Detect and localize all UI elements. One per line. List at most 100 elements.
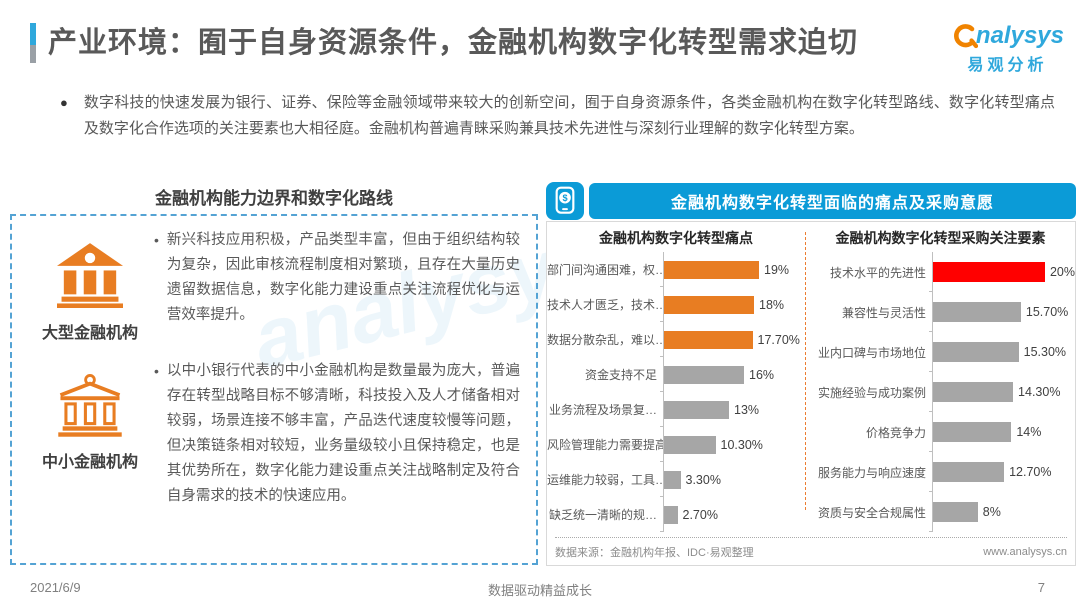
footer-date: 2021/6/9	[30, 580, 81, 595]
bar-row: 技术水平的先进性 20%	[806, 252, 1075, 292]
bar-category-label: 资质与安全合规属性	[817, 505, 926, 520]
page-title: 产业环境：囿于自身资源条件，金融机构数字化转型需求迫切	[48, 27, 859, 59]
bar	[932, 302, 1021, 322]
bar-track: 14.30%	[928, 372, 1075, 412]
website-text: www.analysys.cn	[983, 546, 1067, 558]
bar-value: 14.30%	[1018, 385, 1061, 399]
bar	[932, 462, 1005, 482]
analysys-logo: nalysys 易观分析	[951, 20, 1064, 75]
data-source-text: 数据来源：金融机构年报、IDC·易观整理	[555, 547, 754, 559]
bar-row: 业务流程及场景复… 13%	[547, 392, 805, 427]
bullet-marker: •	[154, 363, 159, 379]
bar-row: 技术人才匮乏，技术… 18%	[547, 287, 805, 322]
slide-footer: 2021/6/9 数据驱动精益成长 7	[30, 580, 1050, 598]
footer-page-number: 7	[1037, 580, 1045, 595]
charts-row: 金融机构数字化转型痛点 部门间沟通困难，权… 19% 技术人才匮乏，技术… 18% 数据…	[547, 222, 1075, 534]
chart-purchase-factors: 金融机构数字化转型采购关注要素 技术水平的先进性 20% 兼容性与灵活性 15.70%…	[806, 222, 1075, 534]
bar	[664, 435, 716, 454]
bar-row: 兼容性与灵活性 15.70%	[806, 292, 1075, 332]
bar-track: 14%	[928, 412, 1075, 452]
bar-track: 17.70%	[660, 322, 805, 357]
bar-row: 缺乏统一清晰的规… 2.70%	[547, 497, 805, 532]
bar-row: 业内口碑与市场地位 15.30%	[806, 332, 1075, 372]
bar-track: 15.70%	[928, 292, 1075, 332]
bar-category-label: 价格竞争力	[865, 425, 926, 440]
bar-category-label: 运维能力较弱，工具…	[547, 473, 663, 487]
chart-title: 金融机构数字化转型采购关注要素	[835, 230, 1046, 246]
intro-bullet-marker: ●	[60, 95, 68, 110]
org-description: • 新兴科技应用积极，产品类型丰富，但由于组织结构较为复杂，因此审核流程制度相对…	[154, 228, 526, 328]
bar-row: 服务能力与响应速度 12.70%	[806, 452, 1075, 492]
org-icon-column: 大型金融机构	[26, 228, 154, 343]
svg-text:$: $	[562, 193, 567, 203]
left-panel-box: 大型金融机构 • 新兴科技应用积极，产品类型丰富，但由于组织结构较为复杂，因此审…	[10, 214, 538, 565]
bar-value: 17.70%	[757, 332, 800, 347]
bar-track: 18%	[660, 287, 805, 322]
bar-track: 20%	[928, 252, 1075, 292]
bar	[932, 502, 978, 522]
intro-text: 数字科技的快速发展为银行、证券、保险等金融领域带来较大的创新空间，囿于自身资源条…	[83, 94, 1055, 137]
bar-track: 15.30%	[928, 332, 1075, 372]
bank-filled-icon	[53, 242, 127, 313]
bar	[664, 295, 754, 314]
bar-value: 12.70%	[1009, 465, 1052, 479]
bar-chart: 技术水平的先进性 20% 兼容性与灵活性 15.70% 业内口碑与市场地位 15.30% 实…	[806, 252, 1075, 532]
bar-row: 风险管理能力需要提高 10.30%	[547, 427, 805, 462]
bar-value: 10.30%	[720, 437, 763, 452]
org-row-small-institution: 中小金融机构 • 以中小银行代表的中小金融机构是数量最为庞大，普遍存在转型战略目…	[26, 359, 526, 509]
bar-category-label: 业内口碑与市场地位	[817, 345, 926, 360]
charts-box: 金融机构数字化转型痛点 部门间沟通困难，权… 19% 技术人才匮乏，技术… 18% 数据…	[546, 221, 1076, 566]
bar-value: 19%	[764, 262, 790, 277]
bar-track: 10.30%	[660, 427, 805, 462]
bar-track: 8%	[928, 492, 1075, 532]
logo-cn-text: 易观分析	[967, 57, 1048, 74]
bar-row: 价格竞争力 14%	[806, 412, 1075, 452]
bar	[664, 330, 753, 349]
bar-value: 15.30%	[1023, 345, 1067, 359]
intro-paragraph: ● 数字科技的快速发展为银行、证券、保险等金融领域带来较大的创新空间，囿于自身资…	[60, 90, 1055, 142]
right-panel-title-bar: 金融机构数字化转型面临的痛点及采购意愿	[589, 183, 1076, 219]
chart-pain-points: 金融机构数字化转型痛点 部门间沟通困难，权… 19% 技术人才匮乏，技术… 18% 数据…	[547, 222, 805, 534]
bar-category-label: 数据分散杂乱，难以…	[547, 333, 663, 347]
org-description-text: 以中小银行代表的中小金融机构是数量最为庞大，普遍存在转型战略目标不够清晰，科技投…	[166, 363, 520, 504]
bar	[664, 365, 744, 384]
org-description-text: 新兴科技应用积极，产品类型丰富，但由于组织结构较为复杂，因此审核流程制度相对繁琐…	[166, 232, 520, 323]
bar-value: 15.70%	[1025, 305, 1069, 319]
bar-value: 8%	[982, 505, 1001, 519]
org-label: 中小金融机构	[41, 454, 138, 471]
bar	[664, 260, 759, 279]
bar-category-label: 缺乏统一清晰的规…	[548, 508, 657, 522]
bar-track: 16%	[660, 357, 805, 392]
org-label: 大型金融机构	[41, 325, 138, 342]
bullet-marker: •	[154, 232, 159, 248]
bar-track: 13%	[660, 392, 805, 427]
bar-category-label: 实施经验与成功案例	[817, 385, 926, 400]
left-panel-title: 金融机构能力边界和数字化路线	[155, 189, 393, 208]
bar-row: 资金支持不足 16%	[547, 357, 805, 392]
bar-value: 14%	[1016, 425, 1042, 439]
bar-chart: 部门间沟通困难，权… 19% 技术人才匮乏，技术… 18% 数据分散杂乱，难以… 17.7…	[547, 252, 805, 532]
bar	[932, 262, 1045, 282]
bank-outline-icon	[55, 373, 125, 442]
bar	[664, 400, 729, 419]
logo-brand-text: nalysys	[975, 22, 1064, 49]
bar-category-label: 部门间沟通困难，权…	[547, 263, 663, 277]
logo-swoosh-icon	[951, 23, 978, 50]
bar-row: 实施经验与成功案例 14.30%	[806, 372, 1075, 412]
bar-value: 3.30%	[685, 472, 721, 487]
source-row: 数据来源：金融机构年报、IDC·易观整理 www.analysys.cn	[555, 537, 1067, 560]
bar-track: 19%	[660, 252, 805, 287]
right-panel: $ 金融机构数字化转型面临的痛点及采购意愿 金融机构数字化转型痛点 部门间沟通困…	[546, 182, 1076, 566]
bar-row: 部门间沟通困难，权… 19%	[547, 252, 805, 287]
bar-value: 20%	[1049, 265, 1075, 279]
chart-title: 金融机构数字化转型痛点	[598, 230, 753, 246]
bar-value: 18%	[759, 297, 785, 312]
bar-category-label: 资金支持不足	[584, 368, 657, 382]
bar-value: 2.70%	[682, 507, 718, 522]
bar	[664, 470, 681, 489]
org-icon-column: 中小金融机构	[26, 359, 154, 472]
mobile-payment-icon: $	[546, 182, 584, 220]
right-panel-title: 金融机构数字化转型面临的痛点及采购意愿	[670, 195, 994, 212]
title-row: 产业环境：囿于自身资源条件，金融机构数字化转型需求迫切 nalysys 易观分析	[30, 20, 1064, 75]
